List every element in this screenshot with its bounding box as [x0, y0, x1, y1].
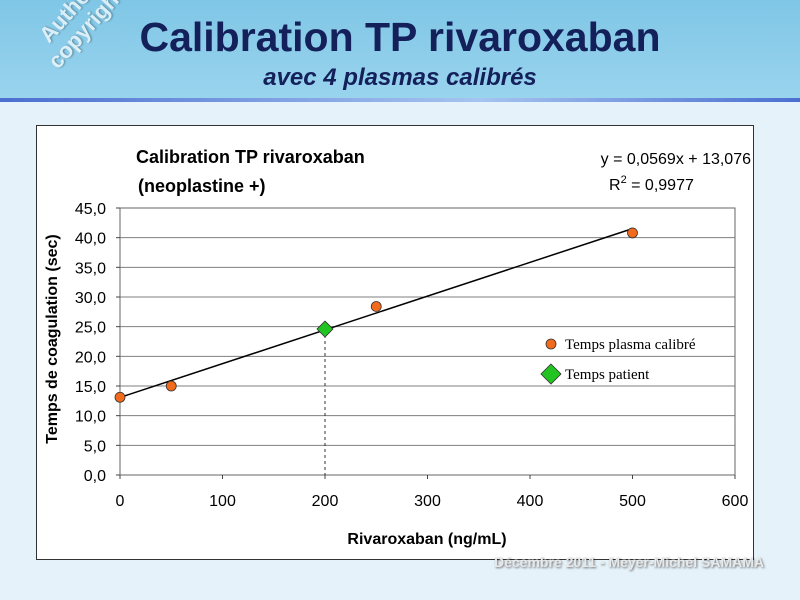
x-tick-label: 200 [312, 493, 339, 510]
x-tick-label: 600 [722, 493, 749, 510]
y-tick-label: 20,0 [75, 349, 106, 366]
x-axis-label: Rivaroxaban (ng/mL) [347, 531, 506, 548]
patient-point [316, 320, 334, 338]
x-tick-label: 300 [414, 493, 441, 510]
chart-panel: 0,0 5,0 10,0 15,0 20,0 25,0 30,0 35,0 40,0 45,0 0… [36, 125, 754, 560]
legend: Temps plasma calibré Temps patient [540, 337, 696, 385]
calibrated-plasma-point [165, 380, 177, 392]
legend-label-calibrated: Temps plasma calibré [565, 337, 696, 353]
y-tick-label: 25,0 [75, 320, 106, 337]
trendline-equation: y = 0,0569x + 13,076 [601, 151, 751, 168]
calibrated-plasma-point [627, 227, 638, 239]
y-axis-ticks: 0,0 5,0 10,0 15,0 20,0 25,0 30,0 35,0 40,0 45,0 [75, 201, 120, 485]
legend-marker-calibrated [545, 338, 557, 350]
y-tick-label: 0,0 [84, 468, 106, 485]
slide-subtitle: avec 4 plasmas calibrés [263, 64, 537, 91]
calibration-chart: 0,0 5,0 10,0 15,0 20,0 25,0 30,0 35,0 40,0 45,0 0… [44, 147, 751, 548]
r-squared: R2 = 0,9977 [609, 174, 694, 194]
chart-title-line-1: Calibration TP rivaroxaban [136, 147, 365, 167]
r-squared-exponent: 2 [621, 174, 627, 186]
x-tick-label: 400 [517, 493, 544, 510]
y-tick-label: 35,0 [75, 260, 106, 277]
y-axis-label: Temps de coagulation (sec) [44, 234, 61, 444]
r-squared-value: = 0,9977 [627, 177, 694, 194]
r-squared-symbol: R [609, 177, 621, 194]
x-tick-label: 100 [209, 493, 236, 510]
y-tick-label: 15,0 [75, 379, 106, 396]
x-tick-label: 0 [116, 493, 125, 510]
header-divider [0, 98, 800, 102]
slide-title: Calibration TP rivaroxaban [139, 14, 661, 60]
trendline [119, 227, 633, 399]
x-tick-label: 500 [619, 493, 646, 510]
y-tick-label: 5,0 [84, 438, 106, 455]
y-tick-label: 10,0 [75, 409, 106, 426]
data-points [114, 227, 638, 403]
slide-header [0, 0, 800, 100]
chart-title-line-2: (neoplastine +) [138, 176, 266, 196]
y-tick-label: 40,0 [75, 231, 106, 248]
calibrated-plasma-point [370, 301, 382, 312]
y-tick-label: 30,0 [75, 290, 106, 307]
y-tick-label: 45,0 [75, 201, 106, 218]
legend-marker-patient [540, 363, 562, 385]
x-axis-ticks: 0 100 200 300 400 500 600 [116, 475, 749, 510]
calibrated-plasma-point [114, 391, 126, 403]
legend-label-patient: Temps patient [565, 367, 650, 383]
footer-credit: Décembre 2011 - Meyer-Michel SAMAMA [494, 554, 764, 570]
